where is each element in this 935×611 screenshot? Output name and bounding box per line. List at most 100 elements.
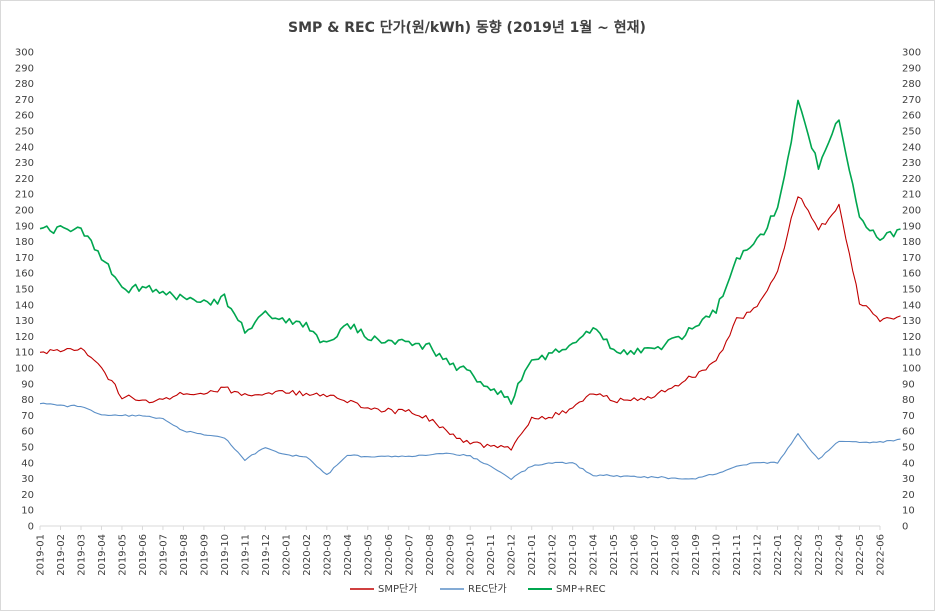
x-tick-label: 2021-11 bbox=[732, 534, 743, 576]
x-tick-label: 2022-05 bbox=[855, 534, 866, 576]
y-tick-label-left: 70 bbox=[21, 411, 34, 422]
x-tick-label: 2019-03 bbox=[76, 534, 87, 576]
y-tick-label-left: 120 bbox=[15, 332, 34, 343]
y-tick-label-right: 50 bbox=[902, 443, 915, 454]
y-tick-label-left: 270 bbox=[15, 95, 34, 106]
x-tick-label: 2019-10 bbox=[220, 534, 231, 576]
x-tick-label: 2019-12 bbox=[261, 534, 272, 576]
x-tick-label: 2022-02 bbox=[794, 534, 805, 576]
x-tick-label: 2022-06 bbox=[876, 534, 887, 576]
y-tick-label-left: 210 bbox=[15, 190, 34, 201]
x-tick-label: 2020-09 bbox=[445, 534, 456, 576]
y-tick-label-right: 190 bbox=[902, 221, 921, 232]
y-tick-label-left: 20 bbox=[21, 490, 34, 501]
legend: SMP단가 REC단가 SMP+REC bbox=[350, 583, 606, 595]
y-tick-label-right: 120 bbox=[902, 332, 921, 343]
y-tick-label-left: 0 bbox=[28, 522, 34, 533]
x-tick-label: 2020-12 bbox=[507, 534, 518, 576]
x-tick-label: 2021-12 bbox=[753, 534, 764, 576]
y-tick-label-left: 30 bbox=[21, 474, 34, 485]
x-tick-label: 2022-04 bbox=[835, 534, 846, 576]
x-tick-label: 2019-08 bbox=[179, 534, 190, 576]
y-tick-label-left: 90 bbox=[21, 379, 34, 390]
y-tick-label-right: 240 bbox=[902, 142, 921, 153]
y-tick-label-right: 280 bbox=[902, 79, 921, 90]
x-tick-label: 2020-08 bbox=[425, 534, 436, 576]
legend-label: SMP+REC bbox=[556, 584, 606, 595]
y-tick-label-right: 20 bbox=[902, 490, 915, 501]
y-tick-label-left: 250 bbox=[15, 127, 34, 138]
y-tick-label-right: 30 bbox=[902, 474, 915, 485]
x-tick-label: 2021-01 bbox=[527, 534, 538, 576]
y-tick-label-right: 270 bbox=[902, 95, 921, 106]
y-tick-label-right: 110 bbox=[902, 348, 921, 359]
y-tick-label-left: 60 bbox=[21, 427, 34, 438]
y-tick-label-right: 90 bbox=[902, 379, 915, 390]
y-tick-label-left: 150 bbox=[15, 285, 34, 296]
x-tick-label: 2021-06 bbox=[630, 534, 641, 576]
y-tick-label-left: 230 bbox=[15, 158, 34, 169]
x-tick-label: 2022-03 bbox=[814, 534, 825, 576]
y-tick-label-left: 100 bbox=[15, 364, 34, 375]
series-line-rec bbox=[39, 402, 901, 481]
y-tick-label-left: 280 bbox=[15, 79, 34, 90]
y-tick-label-left: 140 bbox=[15, 300, 34, 311]
y-tick-label-right: 300 bbox=[902, 48, 921, 59]
series-line-smp bbox=[39, 196, 901, 451]
x-tick-label: 2019-01 bbox=[36, 534, 47, 576]
y-tick-label-right: 260 bbox=[902, 111, 921, 122]
x-tick-label: 2019-11 bbox=[240, 534, 251, 576]
y-tick-label-left: 190 bbox=[15, 221, 34, 232]
y-tick-label-right: 130 bbox=[902, 316, 921, 327]
x-tick-label: 2021-10 bbox=[712, 534, 723, 576]
x-tick-label: 2022-01 bbox=[773, 534, 784, 576]
y-tick-label-right: 170 bbox=[902, 253, 921, 264]
x-tick-label: 2019-04 bbox=[97, 534, 108, 576]
y-tick-label-right: 100 bbox=[902, 364, 921, 375]
x-tick-label: 2021-04 bbox=[589, 534, 600, 576]
y-tick-label-left: 220 bbox=[15, 174, 34, 185]
x-tick-label: 2019-06 bbox=[138, 534, 149, 576]
axes-group: 0 0 10 10 20 20 30 30 40 40 50 50 60 60 70 70 80 80 90 90 10… bbox=[15, 48, 921, 576]
y-tick-label-left: 170 bbox=[15, 253, 34, 264]
x-tick-label: 2021-03 bbox=[568, 534, 579, 576]
y-tick-label-right: 220 bbox=[902, 174, 921, 185]
x-tick-label: 2019-09 bbox=[199, 534, 210, 576]
y-tick-label-right: 80 bbox=[902, 395, 915, 406]
x-tick-label: 2020-02 bbox=[302, 534, 313, 576]
y-tick-label-left: 130 bbox=[15, 316, 34, 327]
y-tick-label-left: 240 bbox=[15, 142, 34, 153]
y-tick-label-right: 10 bbox=[902, 506, 915, 517]
y-tick-label-right: 40 bbox=[902, 458, 915, 469]
y-tick-label-left: 200 bbox=[15, 206, 34, 217]
x-tick-label: 2019-05 bbox=[117, 534, 128, 576]
x-tick-label: 2021-02 bbox=[548, 534, 559, 576]
y-tick-label-left: 290 bbox=[15, 63, 34, 74]
y-tick-label-right: 150 bbox=[902, 285, 921, 296]
series-lines bbox=[39, 99, 901, 481]
y-tick-label-left: 50 bbox=[21, 443, 34, 454]
y-tick-label-right: 70 bbox=[902, 411, 915, 422]
x-tick-label: 2019-02 bbox=[56, 534, 67, 576]
x-tick-label: 2020-11 bbox=[486, 534, 497, 576]
chart-title: SMP & REC 단가(원/kWh) 동향 (2019년 1월 ~ 현재) bbox=[288, 19, 646, 36]
y-tick-label-left: 40 bbox=[21, 458, 34, 469]
y-tick-label-left: 160 bbox=[15, 269, 34, 280]
x-tick-label: 2021-08 bbox=[671, 534, 682, 576]
x-tick-label: 2020-04 bbox=[343, 534, 354, 576]
y-tick-label-right: 200 bbox=[902, 206, 921, 217]
y-tick-label-left: 80 bbox=[21, 395, 34, 406]
y-tick-label-right: 250 bbox=[902, 127, 921, 138]
y-tick-label-right: 230 bbox=[902, 158, 921, 169]
x-tick-label: 2021-09 bbox=[691, 534, 702, 576]
y-tick-label-left: 300 bbox=[15, 48, 34, 59]
series-line-smp-plus-rec bbox=[39, 99, 901, 405]
x-tick-label: 2021-05 bbox=[609, 534, 620, 576]
x-tick-label: 2020-03 bbox=[322, 534, 333, 576]
y-tick-label-left: 110 bbox=[15, 348, 34, 359]
y-tick-label-right: 210 bbox=[902, 190, 921, 201]
x-tick-label: 2019-07 bbox=[158, 534, 169, 576]
x-tick-label: 2020-06 bbox=[384, 534, 395, 576]
